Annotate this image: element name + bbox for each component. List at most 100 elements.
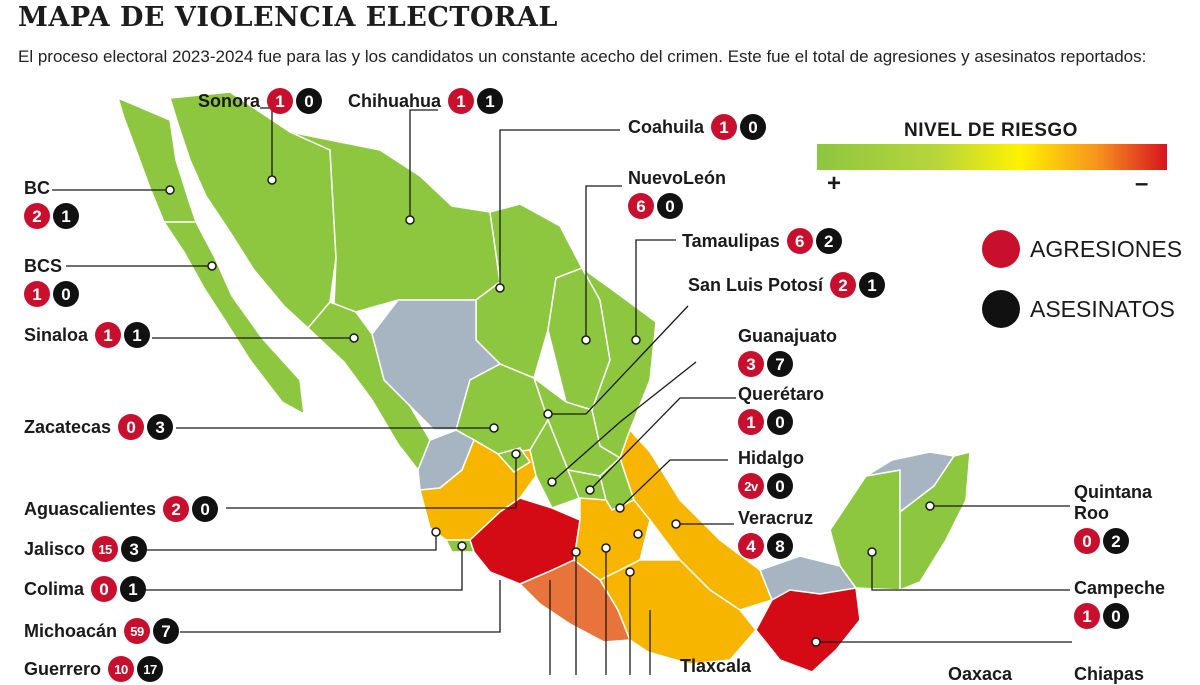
region-bcs (162, 221, 305, 416)
page-subtitle: El proceso electoral 2023-2024 fue para … (18, 47, 1147, 66)
agresiones-badge: 1 (24, 281, 50, 307)
state-name: Jalisco (24, 538, 86, 559)
state-label-guerrero: Guerrero 10 17 (24, 656, 164, 682)
connector-dots (165, 175, 935, 647)
agresiones-badge: 1 (95, 322, 122, 348)
agresiones-badge: 2v (738, 473, 764, 499)
state-name: Hidalgo (738, 448, 804, 468)
agresiones-badge: 1 (1074, 603, 1100, 629)
legend-agresiones: AGRESIONES (982, 230, 1182, 268)
state-name: Guerrero (24, 658, 102, 679)
risk-gradient-bar (817, 144, 1167, 170)
state-label-chihuahua: Chihuahua 1 1 (348, 88, 503, 114)
state-name: Guanajuato (738, 326, 838, 346)
risk-high-symbol: – (1135, 170, 1149, 197)
asesinatos-badge: 0 (1103, 603, 1129, 629)
state-label-veracruz: Veracruz 4 8 (738, 508, 817, 559)
state-name: Tamaulipas (682, 230, 780, 251)
region-sonora (169, 91, 337, 330)
state-name: Veracruz (738, 508, 814, 528)
asesinatos-badge: 0 (192, 496, 219, 522)
agresiones-badge: 15 (92, 536, 119, 562)
asesinatos-badge: 1 (120, 576, 147, 602)
asesinatos-badge: 0 (296, 88, 323, 114)
state-label-michoacan: Michoacán 59 7 (24, 618, 180, 644)
asesinatos-badge: 7 (767, 351, 793, 377)
asesinatos-badge: 1 (477, 88, 503, 114)
agresiones-badge: 0 (1074, 528, 1100, 554)
asesinatos-badge: 3 (121, 536, 148, 562)
state-name: Zacatecas (24, 416, 112, 437)
leader-lines (52, 107, 1072, 675)
legend-agresiones-label: AGRESIONES (1030, 235, 1183, 262)
agresiones-badge: 1 (448, 88, 474, 114)
agresiones-badge: 2 (830, 272, 857, 298)
state-name: Tlaxcala (680, 656, 752, 676)
state-label-jalisco: Jalisco 15 3 (24, 536, 148, 562)
state-name: Chihuahua (348, 90, 441, 111)
state-name: Aguascalientes (24, 498, 157, 519)
agresiones-badge: 6 (786, 228, 813, 254)
state-label-tlaxcala: Tlaxcala (680, 656, 755, 677)
state-label-campeche: Campeche 1 0 (1074, 578, 1169, 629)
state-label-quintana-roo: Quintana Roo 0 2 (1074, 482, 1153, 554)
page-title: MAPA DE VIOLENCIA ELECTORAL (18, 2, 558, 33)
agresiones-badge: 3 (738, 351, 764, 377)
legend-asesinatos-label: ASESINATOS (1030, 295, 1175, 322)
state-name: Michoacán (24, 620, 118, 641)
state-name: Sinaloa (24, 324, 89, 345)
state-label-nuevo-leon: NuevoLeón 6 0 (628, 168, 730, 219)
agresiones-badge: 2 (24, 203, 50, 229)
asesinatos-badge: 17 (137, 656, 164, 682)
state-name: Sonora (198, 90, 261, 111)
asesinatos-badge: 7 (153, 618, 180, 644)
asesinatos-badge: 0 (53, 281, 79, 307)
state-label-queretaro: Querétaro 1 0 (738, 384, 828, 435)
state-label-colima: Colima 0 1 (24, 576, 147, 602)
asesinatos-badge: 3 (147, 414, 174, 440)
state-label-hidalgo: Hidalgo 2v 0 (738, 448, 808, 499)
state-name: Coahuila (628, 116, 705, 137)
risk-low-symbol: + (827, 170, 842, 197)
state-label-zacatecas: Zacatecas 0 3 (24, 414, 174, 440)
region-oaxaca (598, 559, 757, 665)
state-label-coahuila: Coahuila 1 0 (628, 114, 767, 140)
region-quintana-roo (899, 451, 971, 592)
state-name: Campeche (1074, 578, 1166, 598)
state-name: NuevoLeón (628, 168, 727, 188)
agresiones-badge: 1 (711, 114, 738, 140)
asesinatos-badge: 1 (124, 322, 151, 348)
asesinatos-badge: 0 (767, 473, 793, 499)
state-label-bc: BC 2 1 (24, 178, 79, 229)
region-aguascalientes (496, 447, 532, 473)
state-name: Quintana Roo (1074, 482, 1153, 523)
region-chiapas (755, 587, 861, 673)
asesinatos-badge: 0 (740, 114, 767, 140)
state-label-sinaloa: Sinaloa 1 1 (24, 322, 151, 348)
agresiones-badge: 2 (163, 496, 190, 522)
agresiones-badge: 59 (124, 618, 151, 644)
state-label-bcs: BCS 1 0 (24, 256, 79, 307)
state-name: Colima (24, 578, 85, 599)
legend-black-dot (982, 290, 1020, 328)
agresiones-badge: 10 (108, 656, 135, 682)
state-label-aguascalientes: Aguascalientes 2 0 (24, 496, 219, 522)
asesinatos-badge: 1 (53, 203, 79, 229)
state-name: San Luis Potosí (688, 274, 824, 295)
region-central (573, 497, 651, 581)
legend-red-dot (982, 230, 1020, 268)
state-label-slp: San Luis Potosí 2 1 (688, 272, 886, 298)
agresiones-badge: 6 (628, 193, 654, 219)
asesinatos-badge: 2 (815, 228, 842, 254)
legend-asesinatos: ASESINATOS (982, 290, 1175, 328)
agresiones-badge: 0 (118, 414, 145, 440)
state-label-tamaulipas: Tamaulipas 6 2 (682, 228, 842, 254)
asesinatos-badge: 0 (767, 409, 793, 435)
state-name: BCS (24, 256, 63, 276)
agresiones-badge: 1 (267, 88, 294, 114)
agresiones-badge: 0 (91, 576, 118, 602)
asesinatos-badge: 0 (657, 193, 683, 219)
asesinatos-badge: 2 (1103, 528, 1129, 554)
state-name: BC (24, 178, 50, 198)
